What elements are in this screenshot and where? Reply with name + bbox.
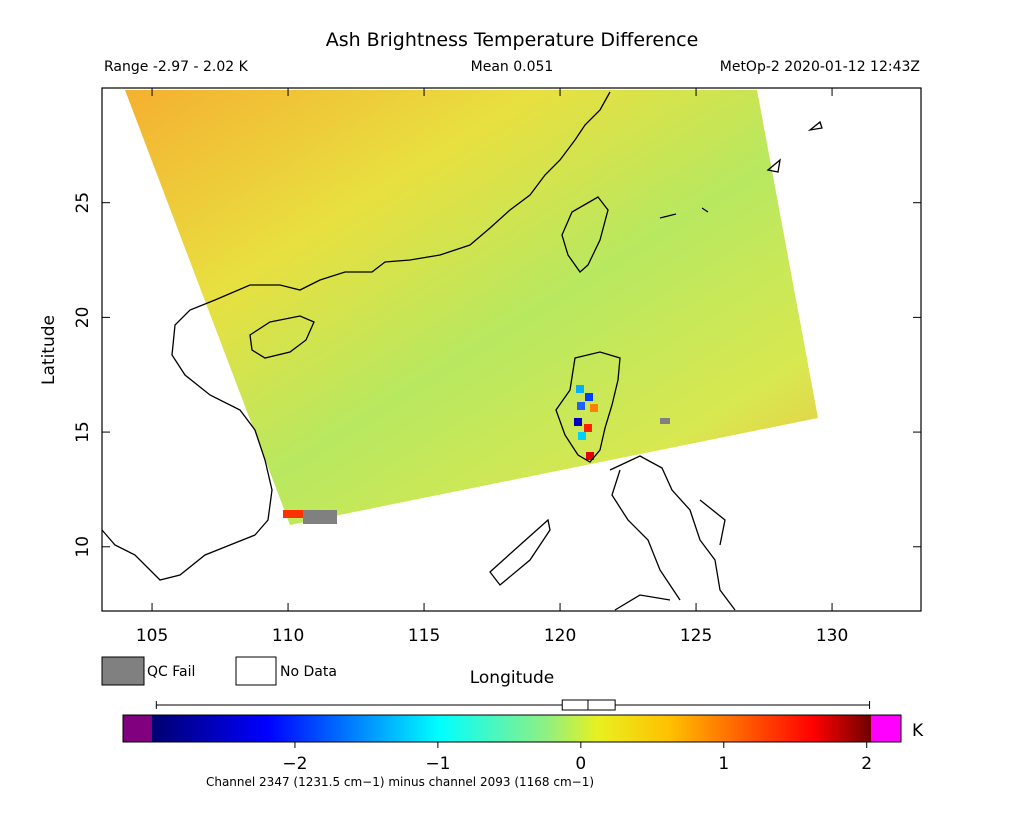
x-tick-label: 110: [272, 626, 304, 646]
legend-swatch: [235, 656, 277, 686]
x-tick-label: 105: [136, 626, 168, 646]
x-tick-label: 115: [408, 626, 440, 646]
colorbar-tick-label: 0: [575, 754, 586, 774]
x-tick-label: 130: [816, 626, 848, 646]
anomaly-cells: [283, 385, 670, 524]
colorbar: [152, 715, 871, 742]
colorbar-tick-label: 1: [718, 754, 729, 774]
mean: Mean 0.051: [471, 59, 554, 75]
legend-swatch: [101, 656, 145, 686]
source: MetOp-2 2020-01-12 12:43Z: [720, 59, 920, 75]
map: [101, 90, 823, 611]
y-axis-label: Latitude: [39, 315, 59, 385]
x-axis-label: Longitude: [470, 668, 555, 688]
swath: [125, 90, 818, 525]
footnote: Channel 2347 (1231.5 cm−1) minus channel…: [206, 775, 594, 789]
y-tick-label: 20: [73, 307, 93, 329]
box: [561, 699, 616, 711]
y-tick-label: 15: [73, 421, 93, 443]
colorbar-tick-label: −1: [425, 754, 450, 774]
title: Ash Brightness Temperature Difference: [326, 29, 699, 51]
x-tick-label: 125: [680, 626, 712, 646]
y-tick-label: 10: [73, 536, 93, 558]
under-range: [123, 715, 153, 742]
over-range: [871, 715, 901, 742]
range: Range -2.97 - 2.02 K: [104, 59, 249, 75]
colorbar-unit: K: [912, 721, 924, 741]
legend-label: QC Fail: [147, 664, 195, 680]
map-frame: [101, 87, 922, 612]
x-tick-label: 120: [544, 626, 576, 646]
y-tick-label: 25: [73, 192, 93, 214]
colorbar-frame: [122, 714, 902, 743]
legend-label: No Data: [280, 664, 337, 680]
colorbar-tick-label: 2: [861, 754, 872, 774]
colorbar-tick-label: −2: [282, 754, 307, 774]
